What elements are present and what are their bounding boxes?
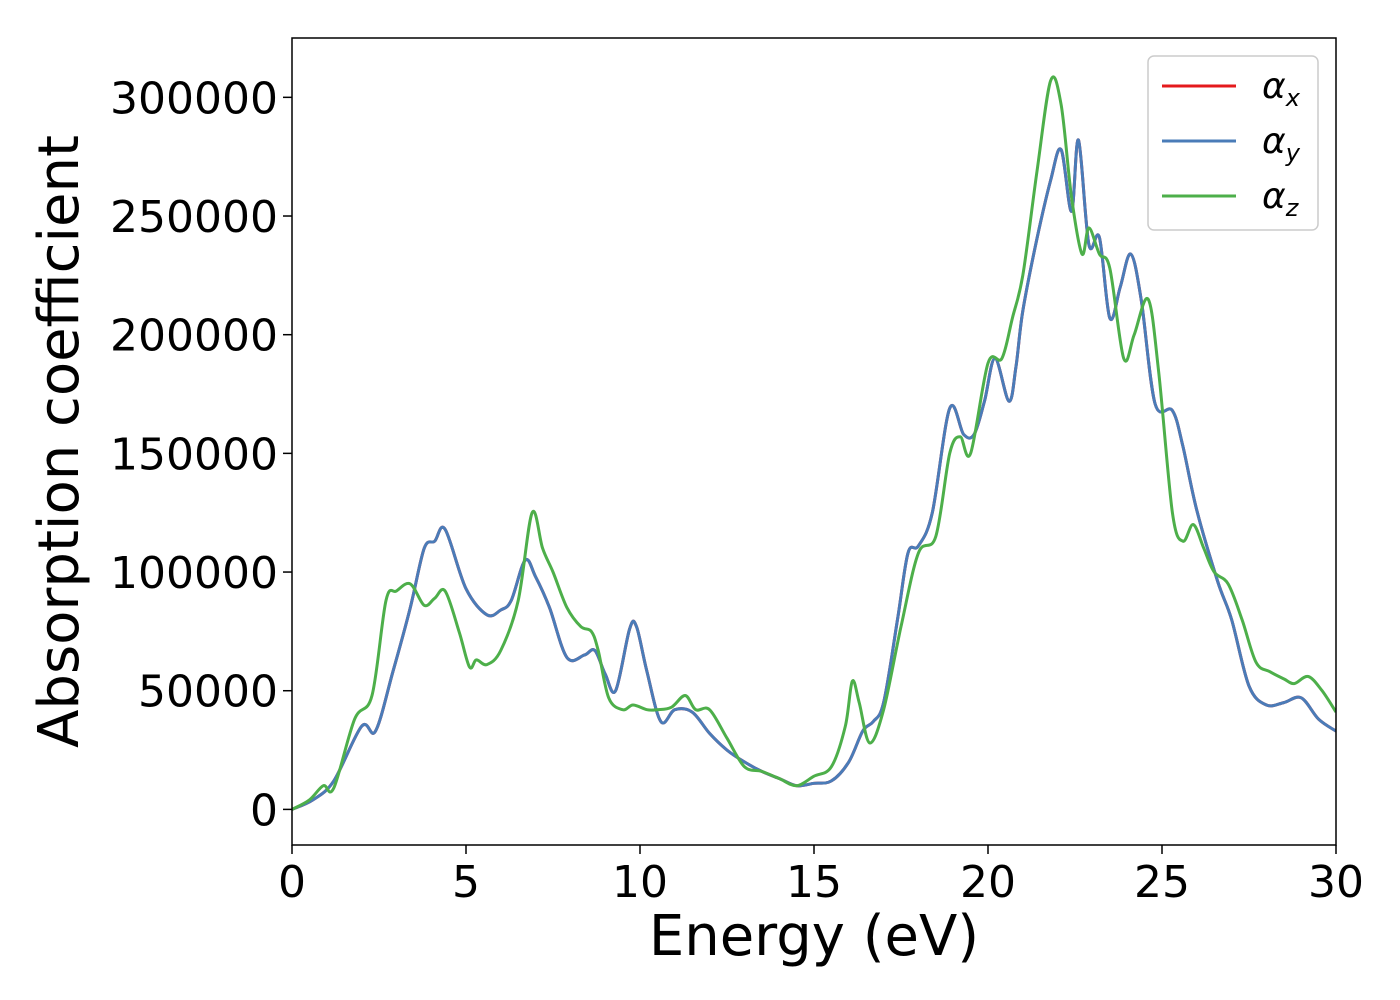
y-tick-label: 200000 (110, 311, 278, 362)
x-axis-ticks: 0 5 10 15 20 25 30 (278, 845, 1364, 908)
y-tick-label: 150000 (110, 429, 278, 480)
x-tick-label: 20 (960, 857, 1016, 908)
legend-label-alpha-z: αz (1262, 176, 1300, 222)
y-tick-label: 250000 (110, 192, 278, 243)
y-axis-label: Absorption coefficient (27, 135, 92, 748)
y-tick-label: 100000 (110, 548, 278, 599)
series-line-alpha-y (292, 138, 1336, 811)
series-line-alpha-z (292, 75, 1336, 811)
legend-label-alpha-x: αx (1262, 66, 1301, 112)
x-tick-label: 30 (1308, 857, 1364, 908)
legend: αx αy αz (1147, 55, 1319, 231)
x-axis-label: Energy (eV) (649, 904, 979, 969)
x-tick-label: 0 (278, 857, 306, 908)
y-tick-label: 300000 (110, 73, 278, 124)
legend-box (1147, 55, 1319, 231)
y-tick-label: 50000 (138, 667, 278, 718)
series-layer (292, 75, 1336, 811)
x-tick-label: 25 (1134, 857, 1190, 908)
y-axis-ticks: 0 50000 100000 150000 200000 250000 300000 (110, 73, 292, 836)
series-line-alpha-x (292, 138, 1336, 811)
x-tick-label: 5 (452, 857, 480, 908)
x-tick-label: 15 (786, 857, 842, 908)
legend-label-alpha-y: αy (1262, 121, 1301, 167)
x-tick-label: 10 (612, 857, 668, 908)
y-tick-label: 0 (250, 785, 278, 836)
